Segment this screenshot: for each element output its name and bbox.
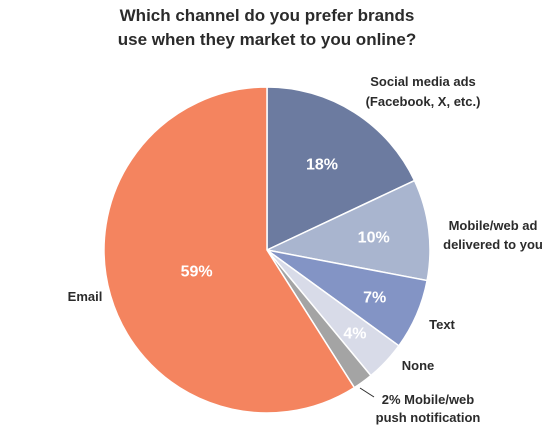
pie-slices bbox=[103, 86, 431, 414]
category-label: Social media ads bbox=[370, 74, 476, 89]
category-labels: Social media ads (Facebook, X, etc.) Mobil… bbox=[68, 74, 543, 425]
category-label: delivered to you bbox=[443, 237, 543, 252]
category-label: push notification bbox=[376, 410, 481, 425]
pie-slice-social-media-ads-facebook-x-etc bbox=[266, 86, 416, 252]
category-label: (Facebook, X, etc.) bbox=[366, 94, 481, 109]
category-label: Text bbox=[429, 317, 455, 332]
chart-title-line-1: Which channel do you prefer brands bbox=[120, 6, 415, 25]
slice-value-labels: 18% 10% 7% 4% 59% bbox=[181, 156, 390, 342]
slice-value-label: 7% bbox=[363, 290, 386, 307]
chart-title-line-2: use when they market to you online? bbox=[118, 30, 417, 49]
slice-value-label: 10% bbox=[358, 230, 390, 247]
category-label: None bbox=[402, 358, 435, 373]
slice-value-label: 18% bbox=[306, 156, 338, 173]
pie-slice-email bbox=[103, 86, 356, 414]
pie-slice-mobile-web-ad-delivered-to-you bbox=[264, 179, 431, 282]
category-label: Email bbox=[68, 289, 103, 304]
category-label: Mobile/web ad bbox=[449, 218, 538, 233]
slice-value-label: 4% bbox=[343, 326, 366, 343]
slice-value-label: 59% bbox=[181, 264, 213, 281]
category-label: 2% Mobile/web bbox=[382, 392, 475, 407]
leader-line bbox=[359, 387, 375, 398]
chart-title: Which channel do you prefer brands use w… bbox=[118, 6, 417, 49]
